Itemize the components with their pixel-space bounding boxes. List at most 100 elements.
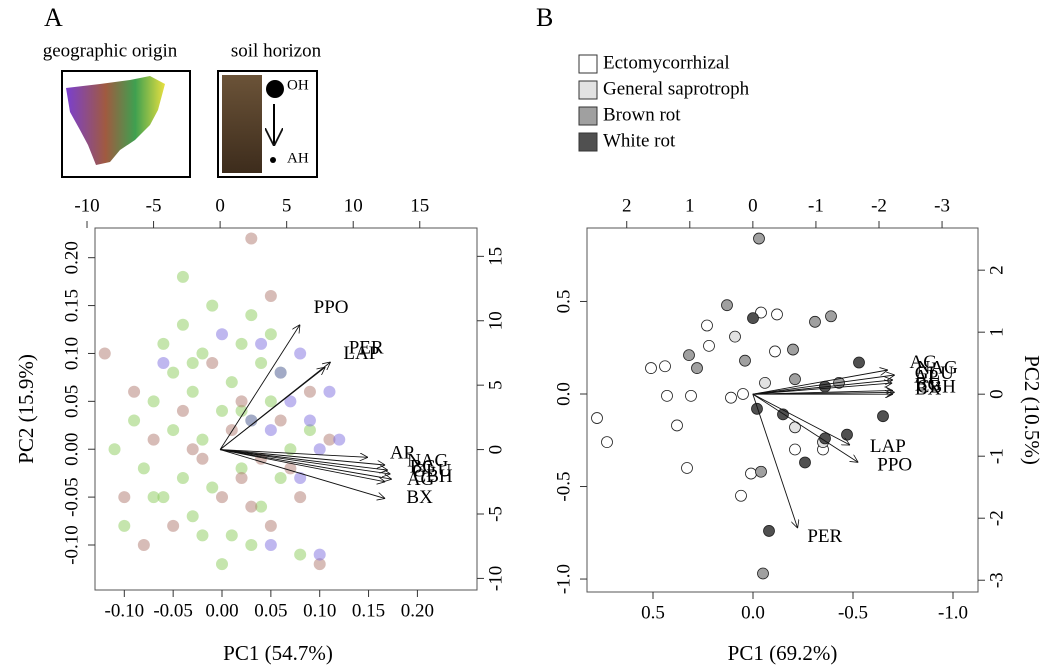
- point: [313, 443, 326, 456]
- point: [681, 462, 693, 474]
- x-tick-label: 0.5: [641, 602, 665, 623]
- y2-tick-label: 5: [485, 380, 506, 390]
- y-axis-title: PC2 (10.5%): [1020, 355, 1044, 465]
- point: [303, 414, 316, 427]
- point: [216, 558, 229, 571]
- loading-arrow: [220, 449, 385, 465]
- y2-tick-label: 0: [485, 445, 506, 455]
- y2-tick-label: 2: [986, 265, 1007, 275]
- point: [206, 357, 219, 370]
- point: [735, 489, 747, 502]
- point: [118, 491, 131, 504]
- point: [186, 443, 199, 456]
- point: [98, 347, 111, 360]
- point: [691, 362, 703, 374]
- loading-arrow: [220, 449, 368, 458]
- horizon-dot: [266, 80, 284, 98]
- point: [137, 538, 150, 551]
- y-tick-label: 0.10: [61, 337, 82, 370]
- loading-arrow: [752, 393, 858, 462]
- loading-arrow: [752, 393, 850, 445]
- point: [294, 491, 307, 504]
- point: [701, 319, 713, 332]
- x2-tick-label: 10: [344, 195, 363, 216]
- x2-tick-label: 1: [685, 195, 695, 216]
- point: [294, 471, 307, 484]
- point: [147, 433, 160, 446]
- legend-label: General saprotroph: [603, 78, 750, 99]
- point: [167, 519, 180, 532]
- x-axis-title: PC1 (54.7%): [223, 641, 333, 665]
- point: [721, 299, 733, 312]
- point: [128, 414, 141, 427]
- point: [294, 347, 307, 360]
- point: [745, 467, 757, 480]
- point: [206, 481, 219, 494]
- horizon-label: OH: [287, 77, 309, 93]
- point: [108, 443, 121, 456]
- loading-label: PPO: [877, 454, 912, 475]
- loading-label: AG: [910, 352, 938, 373]
- point: [196, 433, 209, 446]
- loading-arrow: [220, 449, 385, 482]
- y2-tick-label: -2: [986, 510, 1007, 526]
- point: [323, 385, 336, 398]
- point: [659, 360, 671, 373]
- point: [186, 385, 199, 398]
- loading-label: AP: [914, 366, 938, 387]
- point: [725, 391, 737, 404]
- x2-tick-label: -5: [146, 195, 162, 216]
- point: [245, 538, 258, 551]
- point: [264, 538, 277, 551]
- point: [137, 462, 150, 475]
- point: [255, 337, 268, 350]
- point: [769, 345, 781, 358]
- point: [591, 412, 603, 424]
- point: [787, 343, 799, 356]
- point: [245, 309, 258, 322]
- loading-label: BG: [410, 456, 437, 477]
- point: [274, 414, 287, 427]
- panel-label: A: [44, 3, 63, 32]
- point: [216, 491, 229, 504]
- plot-frame: [94, 227, 478, 591]
- point: [176, 270, 189, 283]
- point: [196, 529, 209, 542]
- point: [819, 432, 831, 445]
- point: [167, 424, 180, 437]
- loading-arrow: [219, 325, 300, 450]
- y-tick-label: -0.5: [553, 471, 574, 501]
- loading-label: LAP: [343, 343, 379, 364]
- x-tick-label: 0.0: [741, 602, 765, 623]
- loading-arrow: [752, 375, 895, 395]
- point: [777, 408, 789, 421]
- x2-tick-label: -1: [808, 195, 824, 216]
- legend-swatch: [578, 106, 598, 126]
- point: [703, 339, 715, 352]
- x2-tick-label: -2: [871, 195, 887, 216]
- point: [755, 465, 767, 478]
- loading-arrow: [752, 394, 798, 528]
- point: [294, 548, 307, 561]
- x-tick-label: -0.05: [153, 600, 193, 621]
- loading-label: AP: [390, 442, 414, 463]
- loading-arrow: [752, 370, 888, 395]
- point: [825, 310, 837, 323]
- point: [853, 356, 865, 369]
- horizon-label: AH: [287, 150, 309, 166]
- point: [225, 376, 238, 389]
- x-tick-label: -1.0: [938, 602, 968, 623]
- x2-tick-label: 0: [748, 195, 758, 216]
- point: [747, 312, 759, 325]
- x2-tick-label: -10: [74, 195, 99, 216]
- x2-tick-label: -3: [934, 195, 950, 216]
- point: [264, 519, 277, 532]
- soil-image: [222, 75, 262, 173]
- y-tick-label: 0.20: [61, 241, 82, 274]
- point: [186, 357, 199, 370]
- point: [196, 452, 209, 465]
- point: [313, 548, 326, 561]
- loading-label: CBH: [414, 466, 453, 487]
- loading-label: AG: [407, 469, 435, 490]
- loading-arrow: [752, 380, 893, 395]
